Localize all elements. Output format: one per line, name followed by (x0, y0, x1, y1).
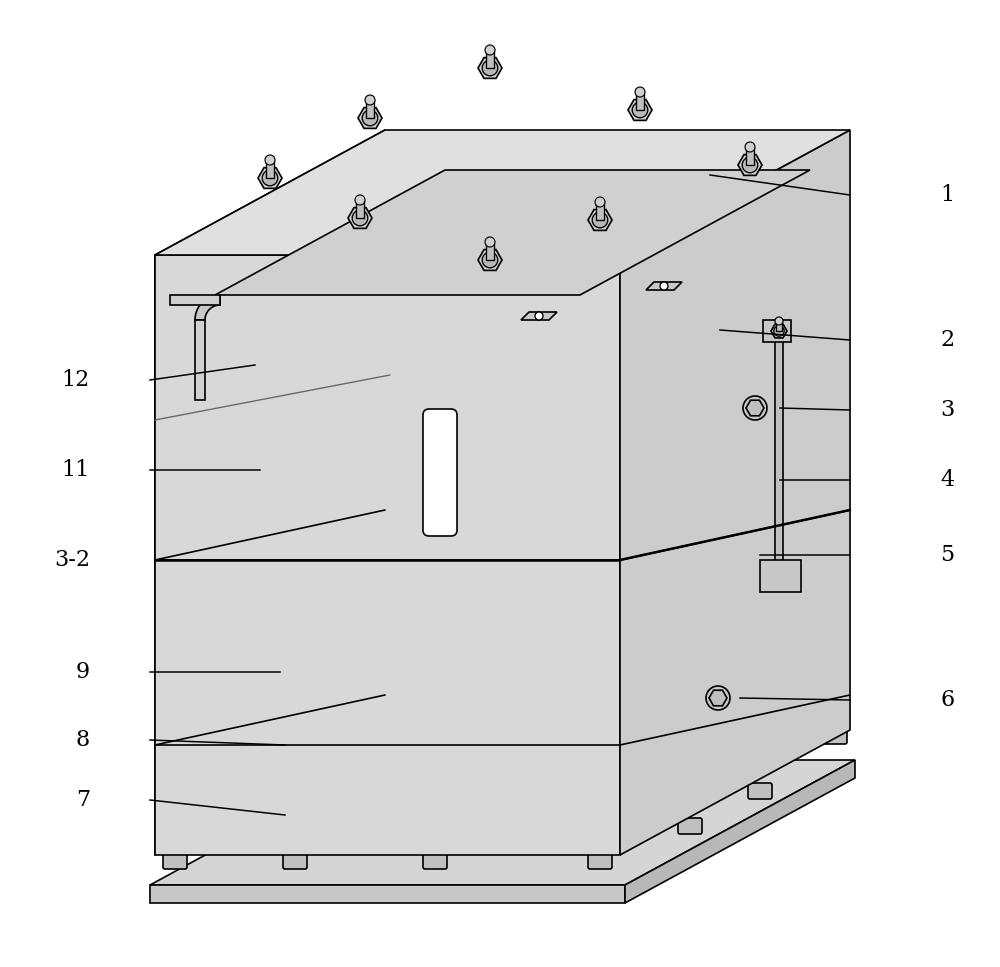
Text: 3-2: 3-2 (54, 549, 90, 571)
Bar (746, 147, 754, 165)
Circle shape (362, 110, 378, 126)
Circle shape (485, 237, 495, 247)
Text: 9: 9 (76, 661, 90, 683)
Circle shape (262, 170, 278, 186)
Bar (636, 92, 644, 110)
Circle shape (592, 212, 608, 228)
Circle shape (265, 155, 275, 165)
FancyBboxPatch shape (388, 728, 412, 744)
Circle shape (660, 282, 668, 290)
Bar (366, 100, 374, 118)
Polygon shape (155, 130, 850, 255)
Text: 11: 11 (62, 459, 90, 481)
Polygon shape (763, 320, 791, 342)
Bar (486, 50, 494, 68)
Bar (596, 202, 604, 220)
Polygon shape (348, 208, 372, 228)
Polygon shape (150, 760, 855, 885)
Polygon shape (195, 320, 205, 400)
Polygon shape (155, 255, 620, 560)
FancyBboxPatch shape (283, 853, 307, 869)
FancyBboxPatch shape (748, 783, 772, 799)
Circle shape (632, 103, 648, 118)
FancyBboxPatch shape (163, 853, 187, 869)
Circle shape (775, 317, 783, 325)
Circle shape (748, 401, 762, 415)
Text: 7: 7 (76, 789, 90, 811)
Bar (266, 160, 274, 178)
Polygon shape (478, 249, 502, 271)
Polygon shape (215, 170, 810, 295)
Text: 2: 2 (940, 329, 954, 351)
Circle shape (482, 252, 498, 268)
Circle shape (743, 396, 767, 420)
Text: 4: 4 (940, 469, 954, 491)
Bar (356, 200, 364, 218)
Bar (486, 242, 494, 260)
Text: 1: 1 (940, 184, 954, 206)
Circle shape (535, 312, 543, 320)
Polygon shape (738, 155, 762, 175)
Polygon shape (521, 312, 557, 320)
Polygon shape (775, 320, 783, 580)
Text: 5: 5 (940, 544, 954, 566)
Bar (776, 321, 782, 331)
FancyBboxPatch shape (588, 853, 612, 869)
Polygon shape (709, 690, 727, 706)
Polygon shape (258, 167, 282, 189)
Polygon shape (478, 58, 502, 78)
Polygon shape (760, 560, 801, 592)
Polygon shape (358, 107, 382, 129)
Circle shape (485, 45, 495, 55)
Circle shape (745, 142, 755, 152)
Polygon shape (746, 400, 764, 416)
FancyBboxPatch shape (823, 728, 847, 744)
Text: 8: 8 (76, 729, 90, 751)
Polygon shape (620, 510, 850, 855)
Circle shape (742, 158, 758, 173)
Polygon shape (646, 282, 682, 290)
FancyBboxPatch shape (423, 409, 457, 536)
Polygon shape (628, 100, 652, 121)
Polygon shape (620, 130, 850, 560)
Text: 3: 3 (940, 399, 954, 421)
Polygon shape (771, 324, 787, 337)
Polygon shape (625, 760, 855, 903)
FancyBboxPatch shape (423, 853, 447, 869)
Circle shape (352, 210, 368, 226)
Circle shape (355, 195, 365, 205)
Circle shape (365, 95, 375, 105)
Polygon shape (155, 510, 385, 855)
Text: 6: 6 (940, 689, 954, 711)
FancyBboxPatch shape (678, 818, 702, 834)
Polygon shape (155, 130, 385, 560)
Polygon shape (195, 295, 220, 320)
Circle shape (706, 686, 730, 710)
Circle shape (711, 691, 725, 705)
Polygon shape (155, 560, 620, 855)
Circle shape (595, 197, 605, 207)
Polygon shape (170, 295, 220, 305)
Text: 12: 12 (62, 369, 90, 391)
Circle shape (635, 87, 645, 97)
Polygon shape (588, 210, 612, 230)
Circle shape (482, 60, 498, 75)
Polygon shape (150, 885, 625, 903)
Circle shape (774, 326, 784, 337)
